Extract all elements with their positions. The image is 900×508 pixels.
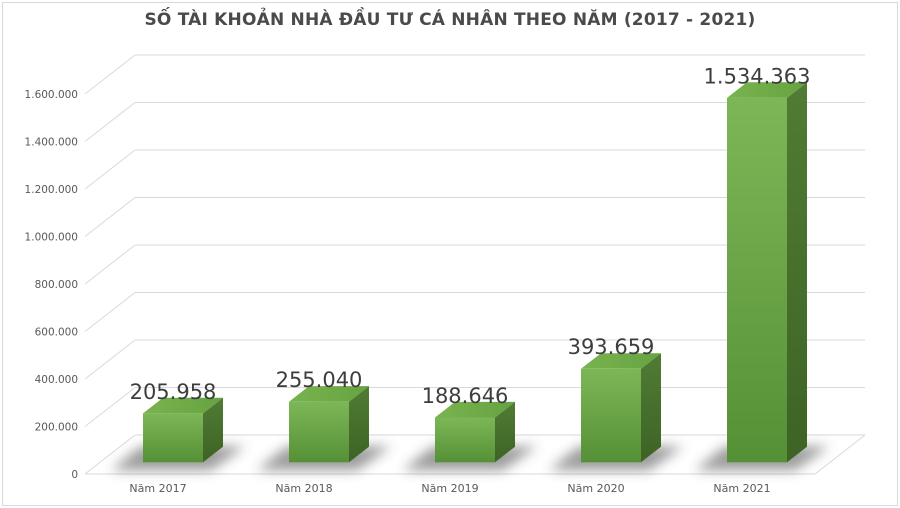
y-tick-label: 1.000.000 bbox=[25, 232, 78, 244]
bar-front-face bbox=[143, 413, 203, 463]
bar-value-label: 1.534.363 bbox=[704, 64, 811, 88]
bar-side-face bbox=[787, 82, 807, 463]
bar-side-face bbox=[349, 386, 369, 463]
x-tick-label: Năm 2019 bbox=[421, 482, 478, 495]
gridline-depth-segment bbox=[84, 149, 136, 190]
y-tick-label: 800.000 bbox=[35, 279, 78, 291]
bars bbox=[143, 82, 807, 463]
y-tick-label: 1.200.000 bbox=[25, 184, 78, 196]
x-tick-label: Năm 2018 bbox=[275, 482, 332, 495]
y-tick-label: 600.000 bbox=[35, 327, 78, 339]
floor-right-depth-edge bbox=[814, 434, 866, 475]
gridline-depth-segment bbox=[84, 387, 136, 427]
bar-value-label: 205.958 bbox=[130, 380, 217, 404]
bar-front-face bbox=[727, 97, 787, 463]
bar-top-face bbox=[727, 82, 807, 98]
bar-value-label: 188.646 bbox=[422, 384, 509, 408]
y-tick-label: 400.000 bbox=[35, 374, 78, 386]
y-tick-label: 1.600.000 bbox=[25, 89, 78, 101]
axis-and-value-labels: 0 200.000 400.000 600.000 800.000 1.000.000 1.… bbox=[25, 64, 811, 495]
y-tick-label: 1.400.000 bbox=[25, 137, 78, 149]
y-tick-label: 200.000 bbox=[35, 422, 78, 434]
x-tick-label: Năm 2021 bbox=[713, 482, 770, 495]
bar-top-face bbox=[435, 401, 515, 418]
x-tick-label: Năm 2020 bbox=[567, 482, 624, 495]
x-tick-label: Năm 2017 bbox=[129, 482, 186, 495]
gridline-depth-segment bbox=[84, 434, 136, 475]
bar-value-label: 393.659 bbox=[568, 335, 655, 359]
bar-value-label: 255.040 bbox=[276, 368, 363, 392]
bar-front-face bbox=[435, 417, 495, 463]
bar-side-face bbox=[495, 401, 515, 463]
gridline-depth-segment bbox=[84, 102, 136, 142]
y-tick-label: 0 bbox=[71, 469, 78, 481]
bar-front-face bbox=[581, 368, 641, 463]
gridline-depth-segment bbox=[84, 54, 136, 95]
bar-front-face bbox=[289, 401, 349, 463]
gridline-depth-segment bbox=[84, 339, 136, 380]
bar-side-face bbox=[203, 397, 223, 463]
gridline-depth-segment bbox=[84, 197, 136, 237]
gridline-depth-segment bbox=[84, 292, 136, 332]
bar-top-face bbox=[581, 353, 661, 369]
chart-title: SỐ TÀI KHOẢN NHÀ ĐẦU TƯ CÁ NHÂN THEO NĂM… bbox=[144, 10, 756, 30]
bar-top-face bbox=[143, 397, 223, 414]
bar-side-face bbox=[641, 353, 661, 463]
gridline-depth-segment bbox=[84, 244, 136, 285]
bar-top-face bbox=[289, 386, 369, 402]
